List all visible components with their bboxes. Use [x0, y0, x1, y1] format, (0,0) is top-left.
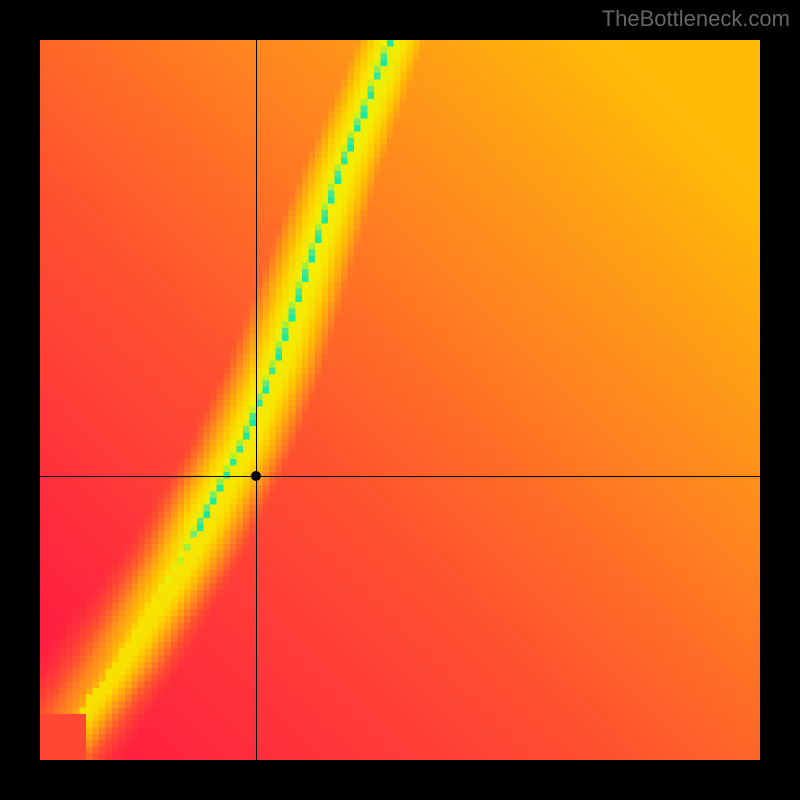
selected-point-marker	[251, 471, 261, 481]
heatmap-canvas	[40, 40, 760, 760]
watermark: TheBottleneck.com	[602, 6, 790, 32]
crosshair-horizontal	[40, 476, 760, 477]
heatmap-plot	[40, 40, 760, 760]
crosshair-vertical	[256, 40, 257, 760]
